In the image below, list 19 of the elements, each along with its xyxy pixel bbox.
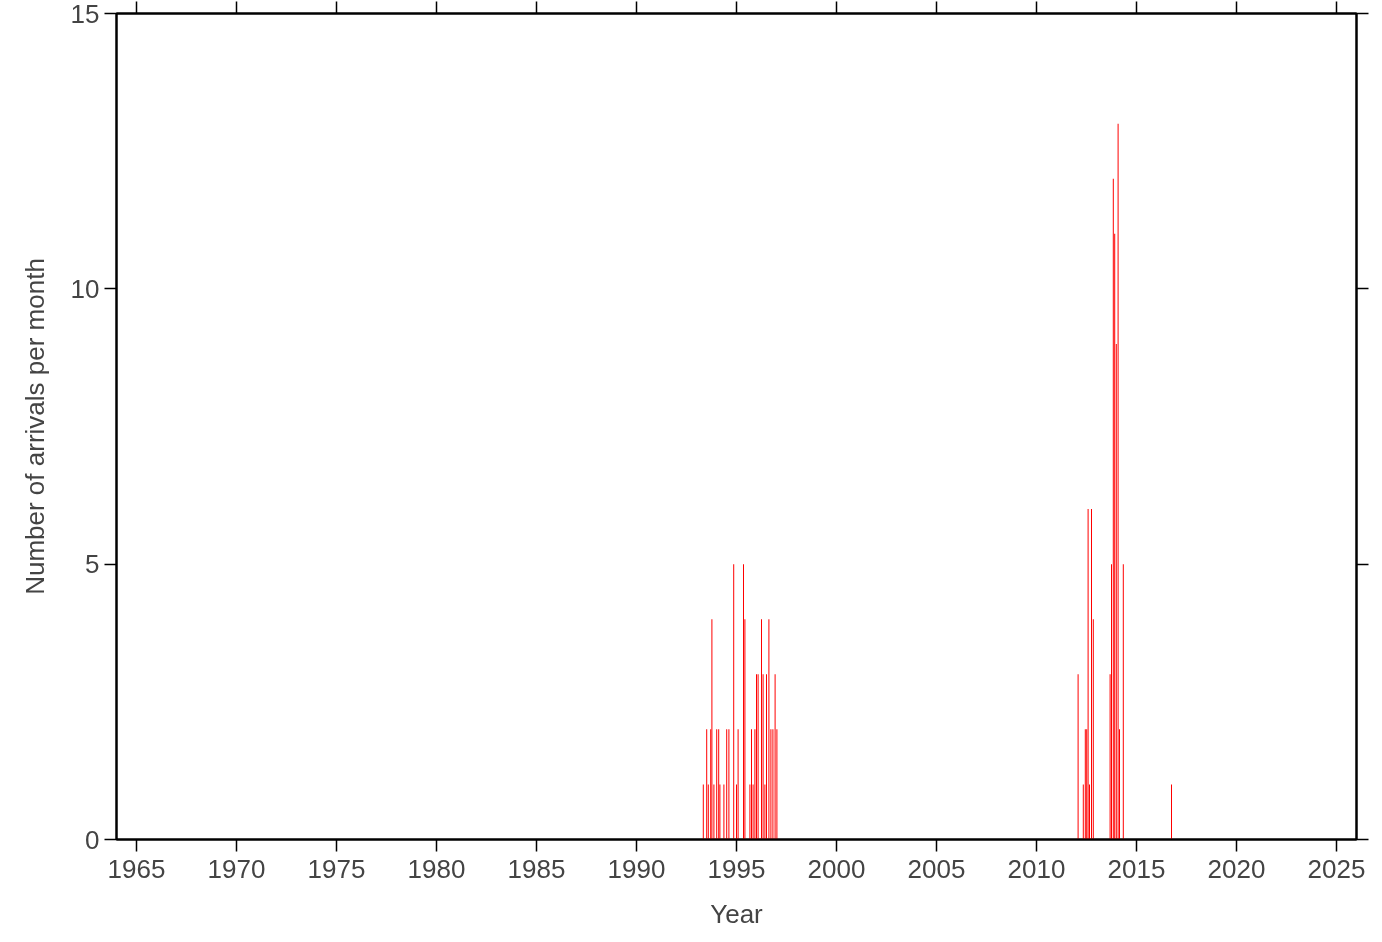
x-tick-label: 2020	[1207, 853, 1266, 884]
x-tick-label: 2010	[1007, 853, 1066, 884]
y-tick-label: 0	[85, 824, 100, 855]
x-tick-label: 1995	[707, 853, 766, 884]
y-tick-label: 10	[70, 273, 100, 304]
x-tick-label: 2025	[1307, 853, 1366, 884]
x-tick-label: 1970	[207, 853, 266, 884]
x-tick-label: 2000	[807, 853, 866, 884]
x-tick-label: 1985	[507, 853, 566, 884]
x-tick-label: 1975	[307, 853, 366, 884]
y-axis-title: Number of arrivals per month	[19, 258, 50, 595]
x-tick-label: 2015	[1107, 853, 1166, 884]
y-tick-label: 15	[70, 0, 100, 29]
x-tick-label: 1990	[607, 853, 666, 884]
x-axis-title: Year	[710, 898, 764, 929]
x-tick-label: 2005	[907, 853, 966, 884]
x-tick-label: 1980	[407, 853, 466, 884]
y-tick-label: 5	[85, 549, 100, 580]
x-tick-label: 1965	[107, 853, 166, 884]
